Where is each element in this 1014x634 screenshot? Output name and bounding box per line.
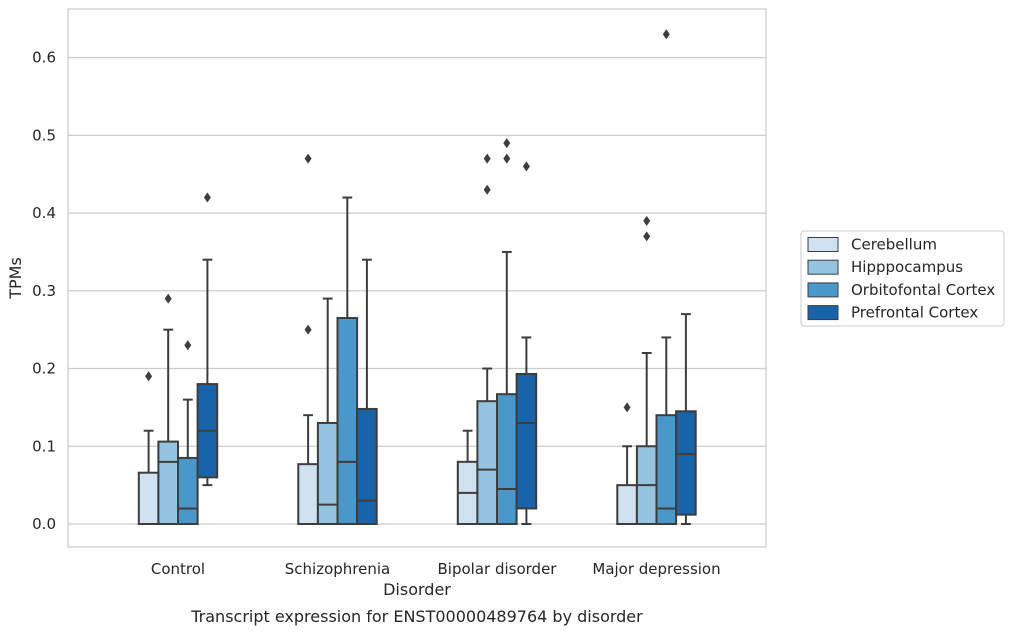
y-tick-label: 0.1	[32, 437, 56, 455]
outlier-point	[483, 184, 491, 195]
x-axis-label: Disorder	[383, 580, 451, 599]
box-body	[675, 410, 697, 516]
box-prefrontal-cortex	[675, 313, 697, 525]
box-orbitofontal-cortex	[336, 196, 359, 525]
box-prefrontal-cortex	[196, 192, 219, 487]
box-cerebellum	[297, 153, 319, 525]
y-tick-label: 0.4	[32, 204, 56, 222]
plot-frame	[67, 8, 767, 548]
x-axis-ticks: Control Schizophrenia Bipolar disorder Majo…	[151, 560, 721, 578]
chart-caption: Transcript expression for ENST0000048976…	[190, 607, 643, 626]
outlier-point	[643, 215, 651, 226]
legend-label: Cerebellum	[851, 236, 937, 254]
outlier-point	[304, 324, 312, 335]
y-tick-label: 0.6	[32, 49, 56, 67]
legend-label: Hipppocampus	[851, 258, 963, 276]
outlier-point	[503, 153, 511, 164]
box-cerebellum	[616, 402, 638, 525]
box-prefrontal-cortex	[356, 258, 378, 526]
legend-swatch	[807, 259, 839, 275]
legend-swatch	[807, 237, 839, 252]
x-tick-label: Bipolar disorder	[438, 560, 558, 578]
y-tick-label: 0.5	[32, 126, 56, 144]
y-axis-ticks: 0.0 0.1 0.2 0.3 0.4 0.5 0.6	[32, 49, 56, 533]
outlier-point	[304, 153, 312, 164]
y-tick-label: 0.0	[32, 515, 56, 533]
box-body	[336, 317, 359, 525]
x-tick-label: Control	[151, 560, 205, 578]
box-body	[157, 440, 179, 525]
box-orbitofontal-cortex	[177, 340, 199, 525]
box-orbitofontal-cortex	[655, 29, 678, 526]
y-tick-label: 0.2	[32, 360, 56, 378]
box-body	[297, 463, 319, 525]
legend-label: Orbitofontal Cortex	[851, 281, 995, 299]
outlier-point	[643, 231, 651, 242]
box-body	[515, 372, 538, 510]
outlier-point	[164, 293, 172, 304]
legend-frame	[800, 230, 1005, 327]
x-tick-label: Schizophrenia	[285, 560, 390, 578]
y-tick-label: 0.3	[32, 282, 56, 300]
y-axis-label: TPMs	[6, 257, 25, 300]
legend-items: Cerebellum Hipppocampus Orbitofontal Corte…	[807, 236, 995, 322]
box-orbitofontal-cortex	[496, 138, 518, 525]
box-body	[356, 407, 378, 526]
box-groups	[137, 29, 697, 526]
box-body	[316, 421, 339, 525]
box-body	[137, 471, 160, 526]
box-body	[476, 400, 498, 525]
outlier-point	[184, 340, 192, 351]
outlier-point	[203, 192, 211, 203]
box-prefrontal-cortex	[515, 161, 538, 525]
outlier-point	[662, 29, 670, 40]
box-hipppocampus	[635, 215, 658, 525]
outlier-point	[503, 138, 511, 149]
box-body	[616, 484, 638, 525]
box-hipppocampus	[316, 297, 339, 525]
legend-swatch	[807, 305, 839, 321]
outlier-point	[483, 153, 491, 164]
box-body	[496, 393, 518, 525]
box-hipppocampus	[476, 153, 498, 525]
legend-label: Prefrontal Cortex	[851, 304, 978, 322]
box-cerebellum	[137, 371, 160, 526]
legend: Cerebellum Hipppocampus Orbitofontal Corte…	[800, 230, 1005, 327]
x-tick-label: Major depression	[592, 560, 720, 578]
grid-lines	[68, 56, 766, 525]
outlier-point	[522, 161, 530, 172]
box-hipppocampus	[157, 293, 179, 525]
outlier-point	[145, 371, 153, 382]
box-body	[177, 456, 199, 525]
legend-swatch	[807, 282, 839, 298]
box-cerebellum	[456, 429, 479, 525]
outlier-point	[623, 402, 631, 413]
